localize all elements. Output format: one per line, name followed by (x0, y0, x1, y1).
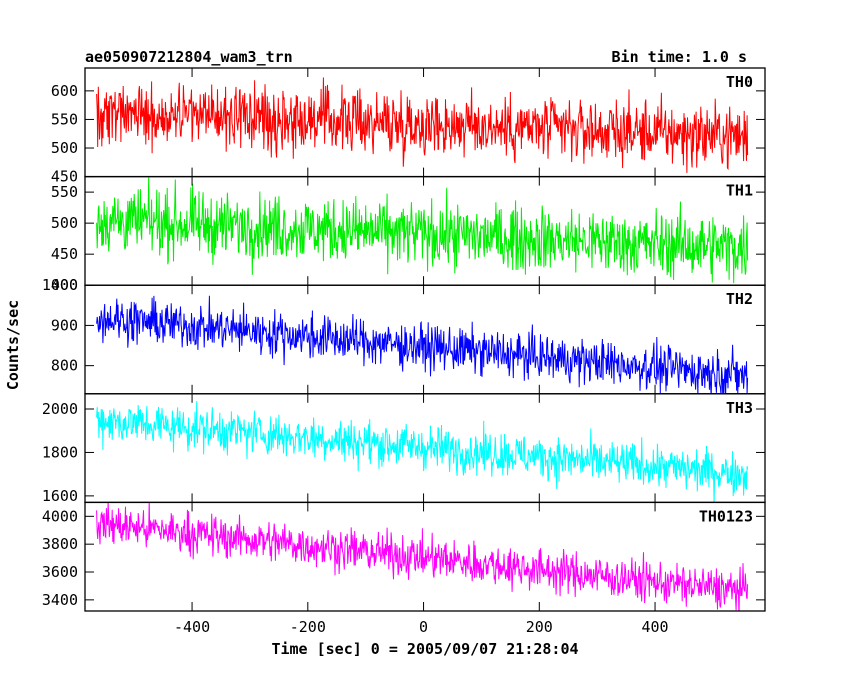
chart-title-left: ae050907212804_wam3_trn (85, 48, 293, 66)
series-line-th0 (96, 77, 749, 173)
chart-title-right: Bin time: 1.0 s (612, 48, 747, 66)
x-tick-label: 0 (419, 618, 428, 636)
series-name: TH3 (726, 399, 753, 417)
panel-th2: 800 900 1000 TH2 (42, 276, 766, 395)
panels: 450 500 550 600 TH0 400 450 500 550 TH1 800 900 1000… (42, 67, 766, 612)
panel-th0123: 3400 3600 3800 4000 TH0123 (42, 501, 766, 612)
y-tick-label: 3600 (42, 563, 78, 581)
y-tick-label: 1600 (42, 487, 78, 505)
y-tick-label: 400 (51, 276, 78, 294)
series-line-th1 (96, 176, 749, 284)
panel-th0: 450 500 550 600 TH0 (51, 67, 766, 186)
y-tick-label: 800 (51, 357, 78, 375)
series-line-th0123 (96, 502, 749, 611)
series-name: TH1 (726, 182, 753, 200)
y-tick-label: 4000 (42, 507, 78, 525)
panel-th3: 1600 1800 2000 TH3 (42, 393, 766, 505)
y-tick-label: 1800 (42, 443, 78, 461)
panel-frame (84, 501, 766, 612)
x-axis-label: Time [sec] 0 = 2005/09/07 21:28:04 (271, 640, 578, 658)
y-tick-label: 2000 (42, 400, 78, 418)
y-tick-label: 550 (51, 183, 78, 201)
y-tick-label: 3800 (42, 535, 78, 553)
series-line-th2 (96, 295, 749, 394)
series-line-th3 (96, 401, 749, 503)
y-axis-label: Counts/sec (4, 300, 22, 390)
y-tick-label: 500 (51, 214, 78, 232)
y-tick-label: 900 (51, 316, 78, 334)
x-tick-label: -200 (290, 618, 326, 636)
y-tick-label: 1000 (42, 276, 78, 294)
y-tick-label: 550 (51, 110, 78, 128)
panel-th1: 400 450 500 550 TH1 (51, 175, 766, 294)
series-name: TH2 (726, 290, 753, 308)
y-tick-label: 600 (51, 82, 78, 100)
y-tick-label: 450 (51, 168, 78, 186)
x-tick-label: 400 (641, 618, 668, 636)
x-tick-label: -400 (174, 618, 210, 636)
y-tick-label: 450 (51, 245, 78, 263)
series-name: TH0123 (699, 507, 753, 525)
x-axis: -400 -200 0 200 400 (174, 618, 669, 636)
y-tick-label: 500 (51, 139, 78, 157)
panel-frame (84, 67, 766, 178)
x-tick-label: 200 (526, 618, 553, 636)
series-name: TH0 (726, 73, 753, 91)
y-tick-label: 3400 (42, 591, 78, 609)
